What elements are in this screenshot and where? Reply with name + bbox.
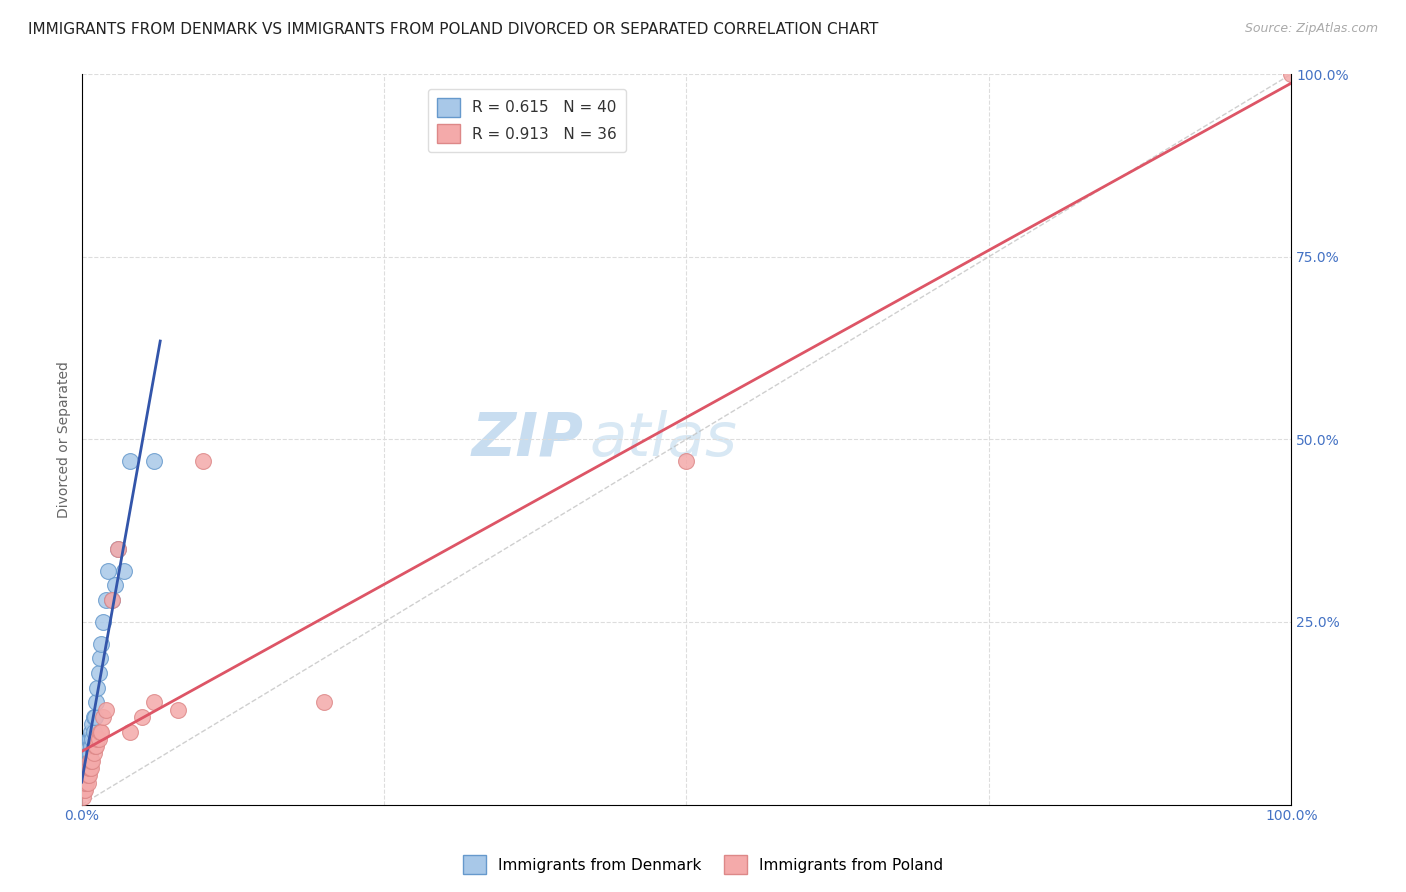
- Point: [104, 578, 127, 592]
- Point: [75, 761, 97, 775]
- Point: [131, 710, 153, 724]
- Point: [79, 761, 101, 775]
- Point: [675, 454, 697, 468]
- Point: [112, 564, 135, 578]
- Point: [75, 768, 97, 782]
- Text: atlas: atlas: [589, 409, 738, 469]
- Point: [79, 747, 101, 761]
- Point: [118, 724, 141, 739]
- Point: [77, 768, 100, 782]
- Point: [77, 761, 100, 775]
- Point: [80, 724, 103, 739]
- Point: [312, 695, 335, 709]
- Point: [87, 731, 110, 746]
- Point: [143, 695, 166, 709]
- Point: [76, 761, 98, 775]
- Point: [191, 454, 214, 468]
- Point: [107, 541, 129, 556]
- Point: [76, 754, 98, 768]
- Y-axis label: Divorced or Separated: Divorced or Separated: [58, 361, 72, 517]
- Point: [167, 703, 190, 717]
- Point: [143, 454, 166, 468]
- Text: IMMIGRANTS FROM DENMARK VS IMMIGRANTS FROM POLAND DIVORCED OR SEPARATED CORRELAT: IMMIGRANTS FROM DENMARK VS IMMIGRANTS FR…: [28, 22, 879, 37]
- Point: [80, 761, 103, 775]
- Point: [77, 731, 100, 746]
- Point: [75, 761, 97, 775]
- Point: [94, 703, 117, 717]
- Point: [86, 731, 108, 746]
- Point: [75, 775, 97, 789]
- Point: [97, 564, 120, 578]
- Legend: Immigrants from Denmark, Immigrants from Poland: Immigrants from Denmark, Immigrants from…: [457, 849, 949, 880]
- Text: Source: ZipAtlas.com: Source: ZipAtlas.com: [1244, 22, 1378, 36]
- Point: [87, 666, 110, 681]
- Point: [90, 724, 112, 739]
- Point: [75, 747, 97, 761]
- Point: [75, 768, 97, 782]
- Point: [75, 775, 97, 789]
- Legend: R = 0.615   N = 40, R = 0.913   N = 36: R = 0.615 N = 40, R = 0.913 N = 36: [427, 89, 626, 153]
- Text: ZIP: ZIP: [472, 409, 583, 469]
- Point: [76, 739, 98, 754]
- Point: [79, 754, 101, 768]
- Point: [77, 747, 100, 761]
- Point: [101, 593, 124, 607]
- Point: [86, 681, 108, 695]
- Point: [94, 593, 117, 607]
- Point: [73, 783, 96, 797]
- Point: [75, 747, 97, 761]
- Point: [84, 695, 107, 709]
- Point: [73, 754, 96, 768]
- Point: [118, 454, 141, 468]
- Point: [76, 775, 98, 789]
- Point: [90, 637, 112, 651]
- Point: [75, 768, 97, 782]
- Point: [83, 710, 105, 724]
- Point: [93, 615, 115, 629]
- Point: [83, 724, 105, 739]
- Point: [83, 747, 105, 761]
- Point: [1279, 67, 1302, 81]
- Point: [101, 593, 124, 607]
- Point: [82, 731, 104, 746]
- Point: [80, 754, 103, 768]
- Point: [82, 717, 104, 731]
- Point: [73, 761, 96, 775]
- Point: [83, 710, 105, 724]
- Point: [77, 754, 100, 768]
- Point: [75, 768, 97, 782]
- Point: [89, 651, 111, 665]
- Point: [89, 724, 111, 739]
- Point: [79, 731, 101, 746]
- Point: [72, 790, 94, 805]
- Point: [73, 768, 96, 782]
- Point: [72, 775, 94, 789]
- Point: [83, 739, 105, 754]
- Point: [75, 783, 97, 797]
- Point: [93, 710, 115, 724]
- Point: [73, 775, 96, 789]
- Point: [107, 541, 129, 556]
- Point: [80, 739, 103, 754]
- Point: [76, 768, 98, 782]
- Point: [75, 754, 97, 768]
- Point: [84, 739, 107, 754]
- Point: [82, 754, 104, 768]
